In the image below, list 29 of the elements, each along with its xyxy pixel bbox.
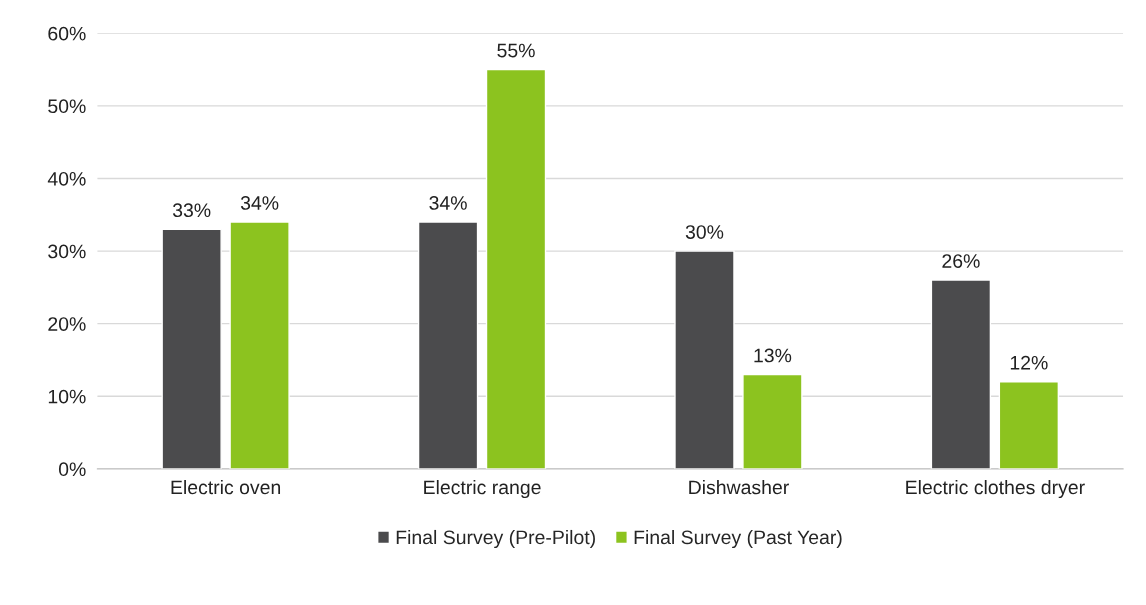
legend-label: Final Survey (Past Year) bbox=[634, 529, 842, 549]
legend-label: Final Survey (Pre-Pilot) bbox=[396, 529, 595, 549]
data-label: 12% bbox=[1010, 355, 1048, 370]
data-label: 13% bbox=[754, 348, 792, 363]
data-label: 26% bbox=[942, 254, 980, 268]
bar bbox=[930, 279, 992, 469]
bar bbox=[229, 221, 290, 469]
y-tick-label: 30% bbox=[48, 244, 86, 259]
bar bbox=[485, 68, 547, 469]
x-tick-label: Electric oven bbox=[171, 479, 281, 495]
x-tick-label: Electric range bbox=[424, 479, 541, 499]
y-tick-label: 20% bbox=[48, 317, 86, 331]
bar bbox=[161, 228, 222, 469]
bar bbox=[674, 250, 735, 469]
data-label: 33% bbox=[172, 203, 211, 218]
bar bbox=[742, 373, 803, 469]
data-label: 30% bbox=[685, 225, 724, 239]
y-tick-label: 10% bbox=[48, 389, 86, 404]
x-tick-label: Electric clothes dryer bbox=[906, 479, 1085, 499]
y-tick-label: 50% bbox=[48, 99, 86, 114]
data-label: 34% bbox=[240, 196, 279, 210]
y-tick-label: 0% bbox=[58, 462, 86, 477]
bar bbox=[417, 221, 479, 469]
y-tick-label: 60% bbox=[48, 26, 86, 41]
x-tick-label: Dishwasher bbox=[689, 479, 789, 495]
data-label: 55% bbox=[497, 43, 535, 58]
bar bbox=[998, 381, 1060, 469]
data-label: 34% bbox=[429, 196, 467, 210]
y-tick-label: 40% bbox=[47, 171, 86, 186]
